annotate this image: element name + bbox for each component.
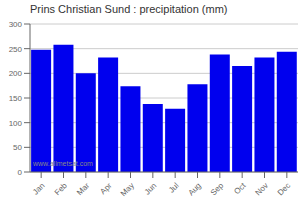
html-text:Prins Christian Sund : precipi: Prins Christian Sund : precipitation (mm… — [30, 3, 228, 15]
svg-text:Apr: Apr — [98, 181, 113, 196]
svg-text:Mar: Mar — [75, 181, 91, 197]
svg-text:Nov: Nov — [254, 181, 270, 197]
svg-text:Sep: Sep — [209, 181, 226, 198]
svg-text:150: 150 — [9, 94, 23, 103]
html-text:www.allmetsat.com: www.allmetsat.com — [33, 160, 93, 167]
svg-text:0: 0 — [18, 168, 23, 177]
svg-text:100: 100 — [9, 119, 23, 128]
svg-text:200: 200 — [9, 69, 23, 78]
svg-text:Jun: Jun — [143, 181, 158, 196]
svg-text:Feb: Feb — [53, 181, 70, 198]
svg-text:May: May — [119, 181, 136, 198]
svg-text:250: 250 — [9, 45, 23, 54]
svg-text:Aug: Aug — [187, 181, 203, 197]
svg-text:Oct: Oct — [232, 181, 248, 197]
svg-text:50: 50 — [13, 143, 22, 152]
svg-text:Jan: Jan — [31, 181, 46, 196]
svg-text:300: 300 — [9, 20, 23, 29]
svg-text:Jul: Jul — [167, 181, 181, 195]
svg-text:Dec: Dec — [276, 181, 292, 197]
